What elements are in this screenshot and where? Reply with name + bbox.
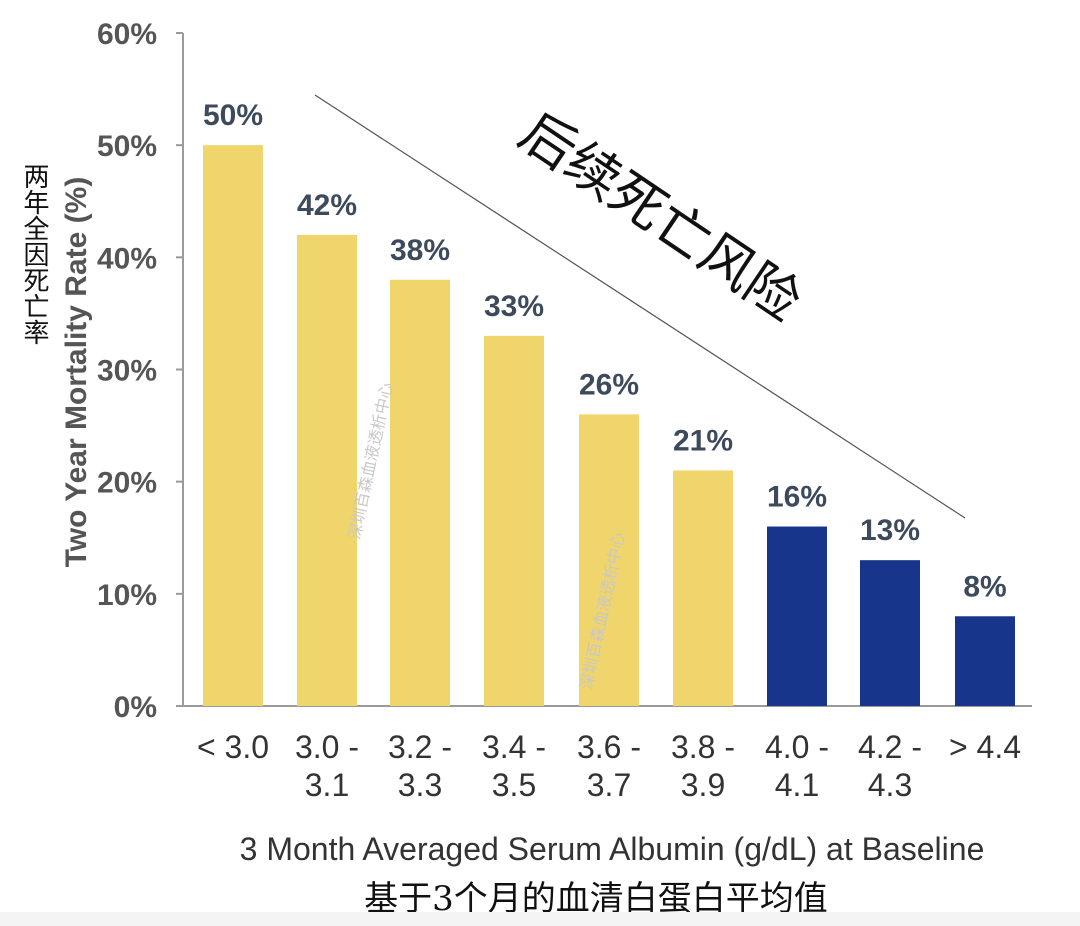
- y-tick-label: 30%: [97, 355, 157, 388]
- y-tick-label: 0%: [114, 691, 157, 724]
- value-labels: 50% 42% 38% 33% 26% 21% 16% 13% 8%: [203, 99, 1007, 603]
- bar-value-label: 42%: [297, 189, 357, 222]
- y-tick-label: 20%: [97, 467, 157, 500]
- bar: [297, 234, 357, 706]
- bar-value-label: 16%: [767, 481, 827, 514]
- x-axis-title: 3 Month Averaged Serum Albumin (g/dL) at…: [240, 831, 985, 867]
- x-tick-label: 3.2 -3.3: [388, 729, 452, 803]
- y-axis-title-cn: 两年全因死亡率: [19, 163, 49, 345]
- bar: [767, 526, 827, 706]
- x-tick-label: 4.2 -4.3: [858, 729, 922, 803]
- x-tick-label: 3.4 -3.5: [482, 729, 546, 803]
- y-tick-label: 10%: [97, 579, 157, 612]
- bar: [390, 279, 450, 706]
- bar-value-label: 26%: [579, 368, 639, 401]
- y-tick-label: 40%: [97, 242, 157, 275]
- trend-annotation: 后续死亡风险: [508, 100, 812, 333]
- x-tick-label: 3.6 -3.7: [577, 729, 641, 803]
- bar: [860, 560, 920, 706]
- x-tick-label: < 3.0: [197, 729, 269, 765]
- x-tick-label: 3.8 -3.9: [671, 729, 735, 803]
- bar-value-label: 13%: [860, 514, 920, 547]
- y-ticks: 0% 10% 20% 30% 40% 50% 60%: [97, 18, 183, 724]
- bar: [579, 414, 639, 706]
- category-labels: < 3.0 3.0 -3.1 3.2 -3.3 3.4 -3.5 3.6 -3.7 3.8…: [197, 729, 1021, 803]
- bar: [203, 145, 263, 706]
- bar: [955, 616, 1015, 706]
- y-tick-label: 50%: [97, 130, 157, 163]
- bar: [484, 335, 544, 706]
- bars: [203, 145, 1015, 706]
- x-tick-label: 3.0 -3.1: [295, 729, 359, 803]
- bar-value-label: 38%: [390, 234, 450, 267]
- x-tick-label: 4.0 -4.1: [765, 729, 829, 803]
- trend-line: [314, 94, 966, 519]
- bar-value-label: 50%: [203, 99, 263, 132]
- bar-value-label: 33%: [484, 290, 544, 323]
- y-tick-label: 60%: [97, 18, 157, 51]
- bar-value-label: 21%: [673, 424, 733, 457]
- bottom-strip: [0, 912, 1080, 926]
- x-tick-label: > 4.4: [949, 729, 1021, 765]
- bar-value-label: 8%: [963, 570, 1006, 603]
- y-axis-title: Two Year Mortality Rate (%): [60, 177, 93, 568]
- bar: [673, 470, 733, 706]
